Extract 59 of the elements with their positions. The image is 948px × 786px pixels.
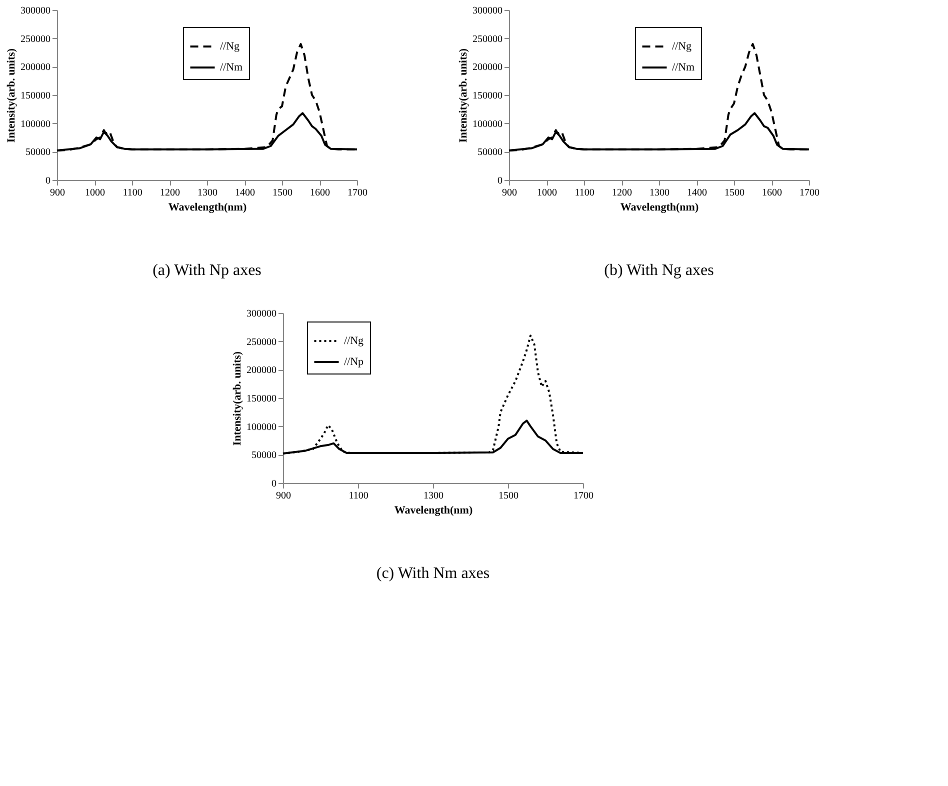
x-axis-title: Wavelength(nm) [394, 504, 473, 516]
legend-label: //Nm [672, 62, 696, 74]
x-tick-label: 1300 [198, 188, 218, 198]
y-axis-title: Intensity(arb. units) [6, 48, 18, 143]
x-tick-label: 1100 [574, 188, 594, 198]
text: (c) With Nm axes [376, 565, 490, 582]
y-tick-label: 0 [272, 478, 276, 490]
y-tick-label: 200000 [246, 365, 276, 376]
x-axis-title: Wavelength(nm) [620, 202, 699, 214]
x-tick-label: 1100 [348, 490, 368, 502]
x-tick-label: 1000 [85, 188, 105, 198]
legend-label: //Ng [672, 40, 692, 52]
x-tick-label: 1300 [650, 188, 670, 198]
y-tick-label: 250000 [246, 336, 276, 348]
y-tick-label: 100000 [246, 422, 276, 433]
y-tick-label: 150000 [246, 394, 276, 404]
y-tick-label: 150000 [472, 90, 502, 102]
y-tick-label: 100000 [20, 118, 50, 130]
x-axis-title: Wavelength(nm) [168, 202, 247, 214]
x-tick-label: 900 [276, 490, 291, 502]
y-tick-label: 0 [46, 176, 50, 186]
x-tick-label: 1400 [235, 188, 255, 198]
x-tick-label: 1400 [687, 188, 707, 198]
legend-label: //Ng [344, 335, 364, 347]
x-tick-label: 1500 [724, 188, 744, 198]
y-tick-label: 250000 [20, 34, 50, 45]
y-tick-label: 150000 [20, 90, 50, 102]
y-tick-label: 50000 [252, 450, 276, 462]
y-tick-label: 300000 [472, 6, 502, 16]
y-tick-label: 250000 [472, 34, 502, 45]
x-tick-label: 900 [502, 188, 517, 198]
x-tick-label: 1300 [424, 490, 444, 502]
legend-label: //Np [344, 356, 364, 368]
x-tick-label: 1000 [537, 188, 557, 198]
y-tick-label: 200000 [20, 62, 50, 74]
x-tick-label: 1600 [310, 188, 330, 198]
x-tick-label: 1500 [272, 188, 292, 198]
x-tick-label: 1500 [498, 490, 518, 502]
y-axis-title: Intensity(arb. units) [458, 48, 470, 143]
text: (a) With Np axes [152, 262, 262, 279]
x-tick-label: 1700 [574, 490, 594, 502]
y-tick-label: 100000 [472, 118, 502, 130]
x-tick-label: 900 [50, 188, 65, 198]
y-tick-label: 200000 [472, 62, 502, 74]
y-tick-label: 50000 [26, 147, 50, 158]
y-tick-label: 0 [498, 176, 502, 186]
y-tick-label: 300000 [20, 6, 50, 16]
x-tick-label: 1100 [122, 188, 142, 198]
x-tick-label: 1200 [612, 188, 632, 198]
x-tick-label: 1600 [762, 188, 782, 198]
y-axis-title: Intensity(arb. units) [232, 351, 244, 446]
x-tick-label: 1700 [348, 188, 368, 198]
x-tick-label: 1700 [800, 188, 820, 198]
text: (b) With Ng axes [604, 262, 714, 279]
y-tick-label: 50000 [478, 147, 502, 158]
y-tick-label: 300000 [246, 308, 276, 320]
legend-label: //Ng [220, 40, 240, 52]
legend-label: //Nm [220, 62, 244, 74]
x-tick-label: 1200 [160, 188, 180, 198]
